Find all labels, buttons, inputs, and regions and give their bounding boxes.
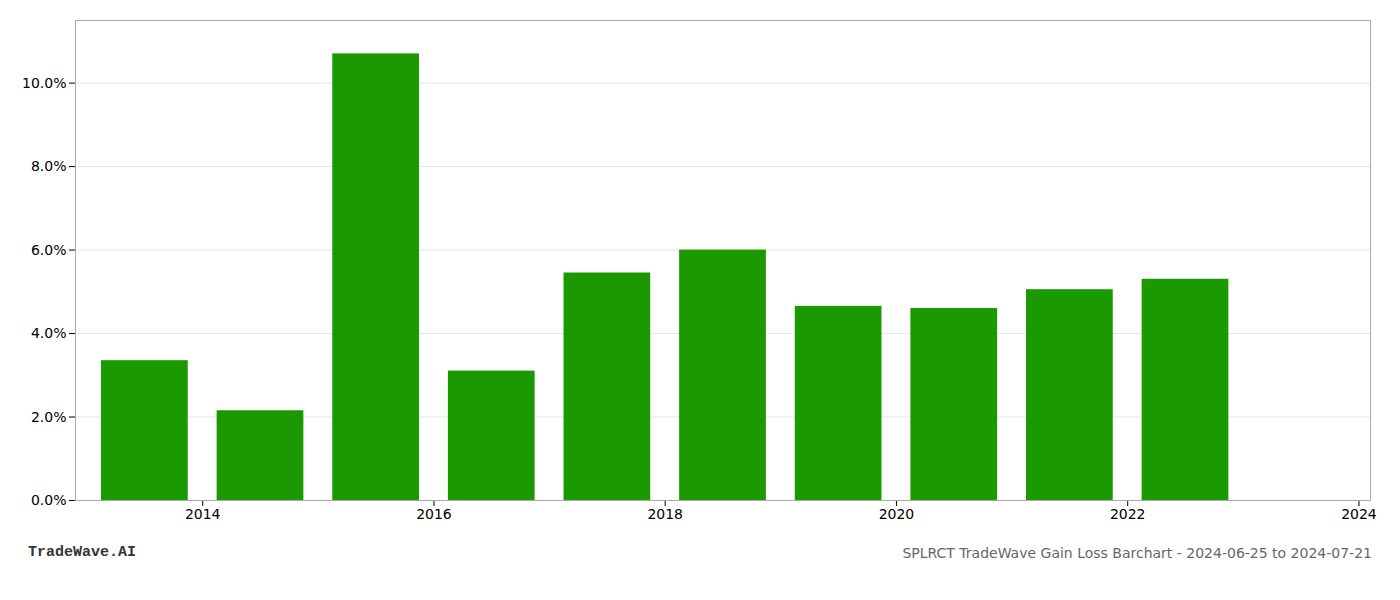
svg-text:2018: 2018	[647, 506, 683, 522]
svg-text:2016: 2016	[416, 506, 452, 522]
svg-text:2014: 2014	[185, 506, 221, 522]
svg-text:10.0%: 10.0%	[22, 75, 66, 91]
svg-text:2.0%: 2.0%	[31, 409, 67, 425]
svg-text:4.0%: 4.0%	[31, 325, 67, 341]
svg-text:8.0%: 8.0%	[31, 158, 67, 174]
svg-text:2022: 2022	[1110, 506, 1146, 522]
svg-text:6.0%: 6.0%	[31, 242, 67, 258]
svg-text:2024: 2024	[1341, 506, 1377, 522]
html-text:TradeWave.AI: TradeWave.AI	[28, 544, 136, 561]
svg-text:2020: 2020	[879, 506, 915, 522]
html-text:SPLRCT TradeWave Gain Loss Bar: SPLRCT TradeWave Gain Loss Barchart - 20…	[902, 545, 1372, 561]
svg-text:0.0%: 0.0%	[31, 492, 67, 508]
